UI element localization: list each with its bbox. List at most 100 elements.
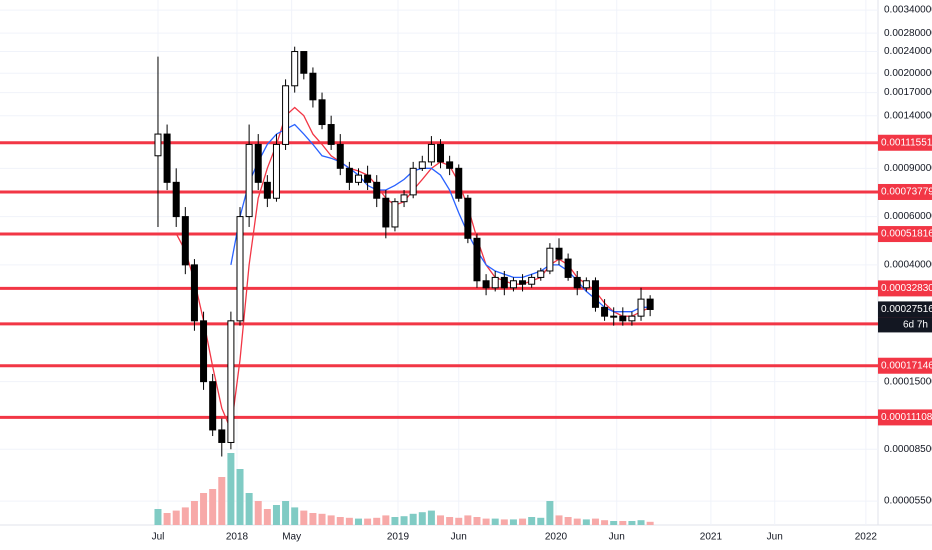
candle-body — [455, 167, 463, 199]
candle-body — [564, 258, 572, 278]
candle-body — [573, 276, 581, 289]
volume-bar — [591, 518, 599, 525]
volume-bar — [473, 517, 481, 525]
countdown-box — [878, 317, 932, 333]
y-tick-label: 0.00140000 — [884, 110, 932, 121]
candle-body — [546, 247, 554, 272]
level-label-box — [878, 134, 932, 151]
volume-bar — [409, 513, 417, 525]
volume-bar — [509, 519, 517, 525]
y-tick-label: 0.00060000 — [884, 211, 932, 222]
volume-bar — [154, 509, 162, 525]
volume-bar — [364, 518, 372, 525]
candle-body — [282, 85, 290, 145]
x-tick-label: 2019 — [387, 532, 410, 543]
y-tick-label: 0.00200000 — [884, 68, 932, 79]
candle-body — [628, 315, 636, 322]
candle-body — [163, 133, 171, 183]
volume-bar — [245, 493, 253, 525]
volume-bar — [427, 510, 435, 525]
candle-body — [500, 276, 508, 289]
candle-body — [446, 161, 454, 169]
candle-body — [181, 216, 189, 266]
level-label: 0.00051816 — [881, 229, 932, 240]
volume-bar — [446, 517, 454, 525]
volume-bar — [491, 518, 499, 525]
volume-bar — [172, 510, 180, 525]
candle-body — [610, 315, 618, 318]
volume-bar — [272, 505, 280, 525]
candle-body — [591, 280, 599, 308]
volume-bar — [455, 517, 463, 525]
candle-body — [200, 320, 208, 383]
level-label-box — [878, 280, 932, 297]
level-label: 0.00111551 — [881, 137, 932, 148]
candle-body — [491, 276, 499, 289]
x-tick-label: 2021 — [700, 532, 723, 543]
plot-area — [0, 0, 878, 525]
candle-body — [272, 143, 280, 199]
level-label-box — [878, 183, 932, 200]
volume-bar — [400, 516, 408, 525]
volume-bar — [464, 515, 472, 525]
volume-bar — [537, 517, 545, 525]
volume-bar — [200, 493, 208, 525]
candle-body — [391, 201, 399, 228]
volume-bar — [500, 519, 508, 525]
volume-bar — [218, 477, 226, 525]
level-label: 0.00032830 — [881, 283, 932, 294]
candle-body — [482, 280, 490, 289]
volume-bar — [418, 512, 426, 525]
level-label-box — [878, 409, 932, 426]
candle-body — [646, 298, 654, 310]
level-label: 0.00011108 — [881, 412, 932, 423]
candle-body — [318, 99, 326, 126]
candle-body — [418, 161, 426, 169]
x-tick-label: Jun — [451, 532, 467, 543]
last-price-label: 0.00027516 — [881, 304, 932, 315]
candle-body — [190, 264, 198, 322]
y-tick-label: 0.00280000 — [884, 28, 932, 39]
x-tick-label: Jun — [609, 532, 625, 543]
candle-body — [364, 174, 372, 183]
x-tick-label: 2018 — [226, 532, 249, 543]
volume-bar — [291, 507, 299, 525]
candle-body — [464, 197, 472, 239]
y-tick-label: 0.00015000 — [884, 376, 932, 387]
candle-body — [509, 280, 517, 289]
volume-bar — [336, 517, 344, 525]
volume-bar — [227, 453, 235, 525]
candle-body — [345, 167, 353, 183]
candle-body — [382, 197, 390, 228]
volume-bar — [582, 519, 590, 525]
volume-bar — [309, 513, 317, 525]
volume-bar — [637, 520, 645, 525]
volume-bar — [209, 489, 217, 525]
candle-body — [218, 429, 226, 443]
candle-body — [172, 181, 180, 218]
volume-bar — [555, 515, 563, 525]
candle-body — [473, 237, 481, 282]
y-tick-label: 0.00090000 — [884, 163, 932, 174]
y-tick-label: 0.00040000 — [884, 260, 932, 271]
volume-bar — [601, 520, 609, 525]
x-tick-label: Jul — [152, 532, 165, 543]
candle-body — [154, 133, 162, 157]
candle-body — [336, 143, 344, 169]
candle-body — [400, 194, 408, 203]
level-label: 0.00017146 — [881, 360, 932, 371]
countdown-label: 6d 7h — [903, 320, 928, 331]
volume-bar — [628, 521, 636, 525]
level-label-box — [878, 357, 932, 374]
candle-body — [582, 280, 590, 289]
volume-bar — [327, 515, 335, 525]
candle-body — [437, 143, 445, 163]
level-label-box — [878, 226, 932, 243]
level-label: 0.00073779 — [881, 187, 932, 198]
candle-body — [519, 280, 527, 285]
x-tick-label: 2020 — [545, 532, 568, 543]
volume-bar — [345, 517, 353, 525]
